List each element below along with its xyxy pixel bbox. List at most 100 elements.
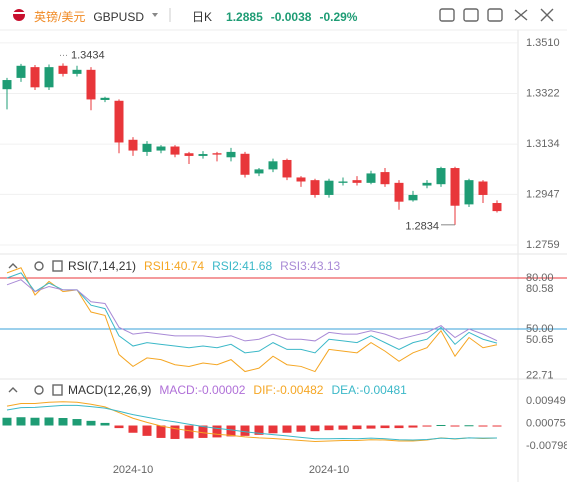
y-tick-label: -0.00798 xyxy=(526,440,567,452)
candle-body xyxy=(156,146,166,151)
macd-bar xyxy=(170,425,180,439)
info-icon[interactable] xyxy=(52,384,63,396)
macd-bar xyxy=(128,425,138,433)
macd-bar xyxy=(254,425,264,435)
indicator-line xyxy=(6,404,498,441)
macd-bar xyxy=(86,420,96,426)
candle-body xyxy=(408,194,418,201)
y-tick-label: 1.3510 xyxy=(526,37,560,49)
y-tick-label: 22.71 xyxy=(526,369,554,381)
macd-bar xyxy=(338,425,348,430)
candle-body xyxy=(478,181,488,195)
macd-bar xyxy=(408,425,418,428)
macd-bar xyxy=(142,425,152,436)
max-label: 1.3434 xyxy=(71,49,105,61)
candle-body xyxy=(352,180,362,183)
candle-body xyxy=(310,180,320,195)
macd-bar xyxy=(478,425,488,427)
settings-icon[interactable] xyxy=(34,385,44,395)
min-label: 1.2834 xyxy=(405,221,439,233)
macd-bar xyxy=(366,425,376,429)
macd-bar xyxy=(282,425,292,433)
candle-body xyxy=(128,139,138,151)
candle-body xyxy=(254,169,264,174)
info-icon[interactable] xyxy=(52,260,63,272)
candle-body xyxy=(240,153,250,175)
draw-tool-icon[interactable] xyxy=(439,8,455,22)
candle-body xyxy=(170,146,180,155)
y-tick-label: 1.3322 xyxy=(526,87,560,99)
macd-bar xyxy=(268,425,278,434)
macd-bar xyxy=(44,417,54,426)
settings-icon[interactable] xyxy=(487,8,503,22)
candle-body xyxy=(226,151,236,158)
candle-body xyxy=(142,143,152,152)
dropdown-icon[interactable] xyxy=(152,13,158,17)
candle-body xyxy=(394,182,404,202)
macd-bar xyxy=(492,425,502,427)
candle-body xyxy=(100,97,110,100)
macd-legend: MACD(12,26,9) MACD:-0.00002 DIF:-0.00482 D… xyxy=(68,383,415,397)
macd-bar xyxy=(352,425,362,430)
macd-bar xyxy=(324,425,334,431)
y-tick-label: 50.00 xyxy=(526,323,554,335)
macd-bar xyxy=(450,425,460,427)
macd-bar xyxy=(16,417,26,426)
legend-entry: MACD:-0.00002 xyxy=(159,383,246,397)
period[interactable]: 日K xyxy=(192,10,213,24)
candle-body xyxy=(436,168,446,185)
collapse-icon[interactable] xyxy=(8,263,18,393)
candle-body xyxy=(422,182,432,186)
change-pct: -0.29% xyxy=(319,9,358,24)
candle-body xyxy=(366,173,376,183)
legend-entry: RSI2:41.68 xyxy=(212,259,273,273)
macd-bar xyxy=(310,425,320,432)
candle-body xyxy=(212,153,222,155)
indicator-title: MACD(12,26,9) xyxy=(68,383,152,397)
macd-bar xyxy=(464,425,474,427)
y-tick-label: 80.58 xyxy=(526,283,554,295)
rsi-legend: RSI(7,14,21) RSI1:40.74 RSI2:41.68 RSI3:43… xyxy=(68,259,348,273)
settings-icon[interactable] xyxy=(34,261,44,271)
candle-body xyxy=(44,67,54,88)
candle-body xyxy=(2,80,12,90)
candle-body xyxy=(324,180,334,195)
candle-body xyxy=(184,153,194,156)
pair-name: 英镑/美元 xyxy=(34,10,86,24)
header: 英镑/美元 GBPUSD 日K 1.2885 -0.0038 -0.29% xyxy=(34,8,365,25)
macd-bar xyxy=(240,425,250,436)
x-tick-label: 2024-10 xyxy=(309,464,349,476)
y-tick-label: 1.2947 xyxy=(526,188,560,200)
macd-bar xyxy=(72,419,82,426)
y-tick-label: 1.2759 xyxy=(526,239,560,251)
indicator-line xyxy=(6,279,498,342)
macd-bar xyxy=(58,418,68,426)
macd-bar xyxy=(30,417,40,426)
macd-bar xyxy=(422,425,432,427)
macd-bar xyxy=(184,425,194,439)
flag-icon xyxy=(13,12,25,14)
candle-body xyxy=(58,65,68,74)
candle-body xyxy=(16,65,26,78)
legend-entry: RSI1:40.74 xyxy=(144,259,205,273)
macd-bar xyxy=(380,425,390,429)
indicator-line xyxy=(6,267,498,373)
indicator-title: RSI(7,14,21) xyxy=(68,259,137,273)
macd-bar xyxy=(114,425,124,429)
close-icon[interactable] xyxy=(540,8,554,22)
candle-body xyxy=(492,203,502,212)
y-tick-label: 80.00 xyxy=(526,272,554,284)
macd-bar xyxy=(2,417,12,426)
macd-bar xyxy=(212,425,222,438)
indicator-line xyxy=(6,272,498,354)
indicator-icon[interactable] xyxy=(463,8,479,22)
candle-body xyxy=(30,67,40,88)
y-tick-label: 50.65 xyxy=(526,334,554,346)
candle-body xyxy=(464,180,474,205)
price: 1.2885 xyxy=(226,9,263,24)
candle-body xyxy=(380,172,390,185)
candle-body xyxy=(268,161,278,170)
fullscreen-icon[interactable] xyxy=(514,9,528,21)
